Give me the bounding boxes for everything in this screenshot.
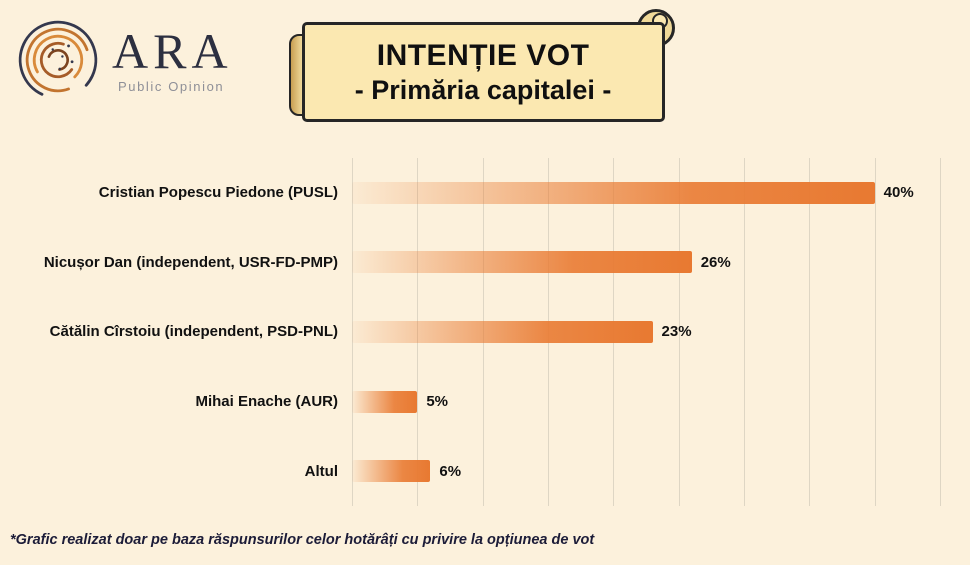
ara-logo: ARA Public Opinion: [14, 16, 233, 104]
bar-track: 6%: [352, 460, 940, 483]
value-label: 23%: [661, 323, 692, 341]
value-label: 26%: [700, 253, 731, 271]
chart-row: Cătălin Cîrstoiu (independent, PSD-PNL) 2…: [0, 320, 940, 343]
bar: [352, 390, 418, 413]
banner-body: INTENȚIE VOT - Primăria capitalei -: [301, 22, 665, 122]
category-label: Mihai Enache (AUR): [195, 393, 338, 411]
bar-chart: Cristian Popescu Piedone (PUSL) 40% Nicușo…: [0, 158, 941, 506]
gridline: [678, 158, 680, 506]
gridline: [940, 158, 941, 506]
logo-subtitle: Public Opinion: [118, 79, 225, 94]
bar-track: 5%: [352, 390, 940, 413]
gridline: [874, 158, 876, 506]
header: ARA Public Opinion INTENȚIE VOT - Primăr…: [0, 0, 970, 128]
value-label: 5%: [426, 393, 449, 411]
title-scroll-banner: INTENȚIE VOT - Primăria capitalei -: [288, 9, 675, 128]
chart-rows: Cristian Popescu Piedone (PUSL) 40% Nicușo…: [0, 158, 940, 506]
value-label: 6%: [439, 462, 462, 480]
logo-name: ARA: [112, 23, 233, 79]
bar: [352, 460, 431, 483]
chart-row: Nicușor Dan (independent, USR-FD-PMP) 26%: [0, 251, 940, 274]
chart-row: Cristian Popescu Piedone (PUSL) 40%: [0, 181, 940, 204]
value-label: 40%: [883, 184, 914, 202]
category-label: Cătălin Cîrstoiu (independent, PSD-PNL): [49, 323, 338, 341]
bar: [352, 251, 692, 274]
gridline: [744, 158, 745, 506]
bar: [352, 320, 653, 343]
logo-text: ARA Public Opinion: [112, 26, 233, 94]
chart-row: Altul 6%: [0, 460, 940, 483]
bar-track: 40%: [352, 181, 940, 204]
chart-title-line1: INTENȚIE VOT: [376, 38, 590, 72]
category-label: Nicușor Dan (independent, USR-FD-PMP): [43, 253, 338, 271]
category-label: Cristian Popescu Piedone (PUSL): [98, 184, 338, 202]
bar-track: 23%: [352, 320, 940, 343]
ara-logo-swirl-icon: [14, 16, 102, 104]
chart-row: Mihai Enache (AUR) 5%: [0, 390, 940, 413]
bar: [352, 181, 875, 204]
gridline: [809, 158, 811, 506]
category-label: Altul: [304, 462, 338, 480]
chart-footnote: *Grafic realizat doar pe baza răspunsuri…: [10, 532, 595, 548]
bar-track: 26%: [352, 251, 940, 274]
chart-title-line2: - Primăria capitalei -: [354, 74, 612, 105]
